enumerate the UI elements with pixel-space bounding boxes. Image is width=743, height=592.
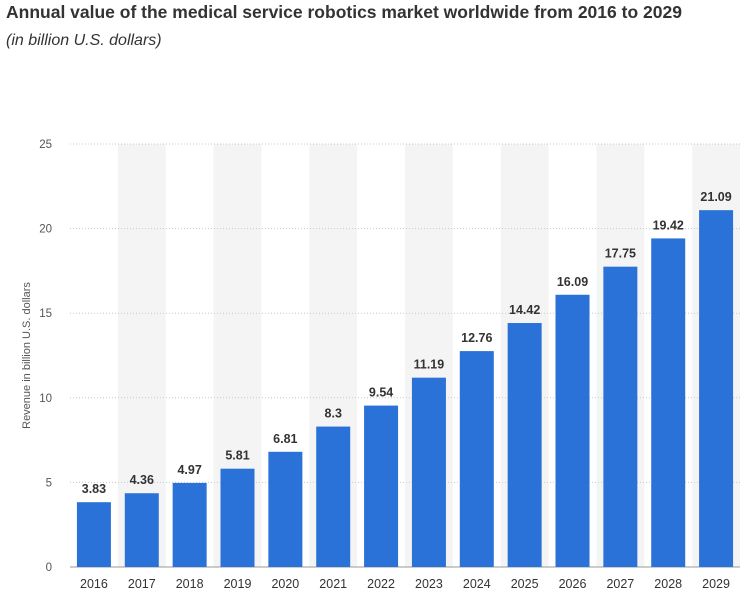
x-tick-label-2020: 2020	[271, 577, 299, 591]
data-labels: 3.83 4.36 4.97 5.81 6.81 8.3 9.54 11.19 12.76 14.…	[82, 190, 732, 496]
data-label-2022: 9.54	[369, 386, 393, 400]
data-label-2027: 17.75	[605, 247, 636, 261]
bar-2022	[364, 405, 399, 567]
y-tick-label: 20	[39, 224, 52, 236]
x-tick-label-2021: 2021	[319, 577, 347, 591]
bar-2024	[459, 351, 494, 567]
data-label-2025: 14.42	[509, 303, 540, 317]
x-tick-label-2018: 2018	[176, 577, 204, 591]
data-label-2019: 5.81	[225, 449, 249, 463]
bar-2025	[507, 323, 542, 567]
bar-2016	[76, 502, 111, 567]
bars	[76, 210, 734, 567]
data-label-2029: 21.09	[700, 190, 731, 204]
y-tick-label: 25	[39, 139, 52, 151]
x-tick-label-2027: 2027	[606, 577, 634, 591]
x-tick-label-2019: 2019	[224, 577, 252, 591]
data-label-2024: 12.76	[461, 331, 492, 345]
bar-2018	[172, 482, 207, 567]
y-tick-label: 15	[39, 308, 52, 320]
x-tick-label-2023: 2023	[415, 577, 443, 591]
y-tick-label: 0	[46, 562, 52, 574]
data-label-2016: 3.83	[82, 482, 106, 496]
data-label-2021: 8.3	[325, 407, 342, 421]
x-tick-label-2022: 2022	[367, 577, 395, 591]
bar-2017	[124, 493, 159, 567]
y-axis-title: Revenue in billion U.S. dollars	[21, 282, 33, 429]
y-tick-label: 5	[46, 477, 52, 489]
bar-2020	[268, 451, 303, 567]
data-label-2018: 4.97	[177, 463, 201, 477]
bar-2029	[699, 210, 734, 567]
x-tick-label-2016: 2016	[80, 577, 108, 591]
x-tick-label-2026: 2026	[559, 577, 587, 591]
bar-2027	[603, 266, 638, 567]
x-tick-label-2025: 2025	[511, 577, 539, 591]
chart-subtitle: (in billion U.S. dollars)	[6, 32, 162, 49]
chart-title: Annual value of the medical service robo…	[6, 2, 682, 22]
x-tick-labels: 2016 2017 2018 2019 2020 2021 2022 2023 2024 2025…	[80, 577, 730, 591]
bar-2023	[411, 377, 446, 567]
x-tick-label-2029: 2029	[702, 577, 730, 591]
bar-2019	[220, 468, 255, 567]
bar-2026	[555, 294, 590, 567]
data-label-2026: 16.09	[557, 275, 588, 289]
data-label-2028: 19.42	[653, 218, 684, 232]
x-tick-label-2017: 2017	[128, 577, 156, 591]
bar-2028	[651, 238, 686, 567]
y-tick-labels: 0 5 10 15 20 25	[39, 139, 52, 574]
data-label-2020: 6.81	[273, 432, 297, 446]
x-tick-label-2028: 2028	[654, 577, 682, 591]
data-label-2023: 11.19	[414, 358, 445, 372]
x-tick-label-2024: 2024	[463, 577, 491, 591]
bar-2021	[316, 426, 351, 567]
data-label-2017: 4.36	[130, 473, 154, 487]
y-tick-label: 10	[39, 393, 52, 405]
